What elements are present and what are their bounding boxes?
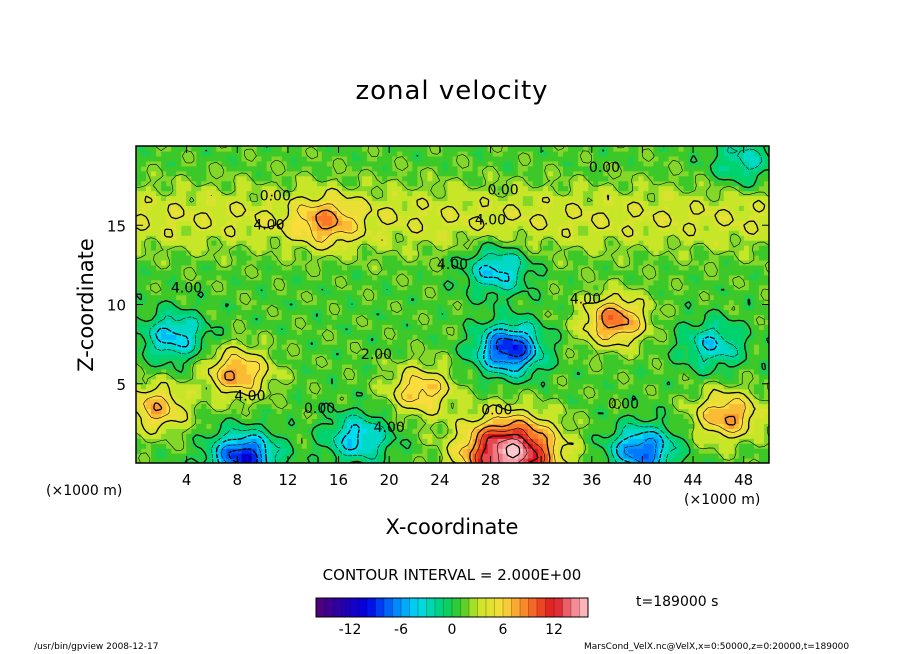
colorbar-swatch	[443, 598, 453, 617]
colorbar-tick-label: -6	[394, 622, 408, 638]
colorbar-swatch	[486, 598, 495, 617]
contour-interval: CONTOUR INTERVAL = 2.000E+00	[322, 566, 582, 584]
y-tick-label: 10	[107, 297, 126, 315]
contour-line	[496, 438, 528, 463]
colorbar-swatch	[384, 598, 393, 617]
colorbar-tick-label: 12	[545, 622, 563, 638]
colorbar-swatch	[460, 598, 470, 617]
contour-line	[227, 337, 527, 463]
time-label: t=189000 s	[636, 594, 719, 610]
contour-line	[143, 203, 746, 463]
x-tick-label: 16	[329, 471, 348, 489]
colorbar-swatch	[579, 598, 589, 617]
contour-label: 0.00	[304, 401, 335, 417]
x-axis-label: X-coordinate	[385, 515, 519, 539]
footer-right: MarsCond_VelX.nc@VelX,x=0:50000,z=0:2000…	[584, 642, 850, 652]
colorbar-swatch	[562, 598, 572, 617]
colorbar-swatch	[537, 598, 546, 617]
colorbar-swatch	[545, 598, 555, 617]
colorbar-swatch	[358, 598, 368, 617]
contour-label: 4.00	[437, 257, 468, 273]
colorbar-swatch	[494, 598, 504, 617]
colorbar-swatch	[333, 598, 342, 617]
colorbar-swatch	[418, 598, 427, 617]
contour-line	[136, 187, 766, 463]
x-tick-label: 28	[481, 471, 500, 489]
colorbar-swatch	[435, 598, 444, 617]
colorbar-swatch	[571, 598, 580, 617]
colorbar-tick-label: -12	[339, 622, 362, 638]
colorbar-swatch	[528, 598, 538, 617]
y-axis-label: Z-coordinate	[74, 238, 98, 372]
colorbar-swatch	[392, 598, 402, 617]
colorbar-swatch	[503, 598, 512, 617]
contour-label: 2.00	[361, 347, 392, 363]
x-unit-right: (×1000 m)	[684, 492, 761, 508]
x-tick-label: 48	[734, 471, 753, 489]
x-tick-label: 8	[233, 471, 243, 489]
contour-label: 4.00	[171, 281, 202, 297]
colorbar-swatch	[511, 598, 521, 617]
colorbar-swatch	[375, 598, 385, 617]
x-tick-label: 32	[532, 471, 551, 489]
colorbar-swatch	[367, 598, 376, 617]
x-tick-label: 20	[380, 471, 399, 489]
colorbar-swatch	[409, 598, 419, 617]
contour-label: 4.00	[253, 217, 284, 233]
x-tick-label: 24	[430, 471, 449, 489]
contour-label: 0.00	[260, 189, 291, 205]
colorbar-swatch	[316, 598, 325, 617]
colorbar-tick-label: 0	[448, 622, 457, 638]
contour-label: 4.00	[234, 388, 265, 404]
colorbar-swatch	[520, 598, 529, 617]
colorbar	[315, 597, 589, 618]
contour-line	[505, 443, 521, 459]
footer-left: /usr/bin/gpview 2008-12-17	[34, 642, 159, 652]
colorbar-swatch	[452, 598, 461, 617]
x-tick-label: 12	[278, 471, 297, 489]
colorbar-swatch	[477, 598, 487, 617]
colorbar-swatch	[350, 598, 359, 617]
contour-line	[480, 433, 539, 463]
contour-label: 4.00	[475, 213, 506, 229]
colorbar-swatch	[324, 598, 334, 617]
contour-line	[136, 146, 769, 463]
contour-line	[153, 209, 736, 463]
contour-label: 0.00	[488, 182, 519, 198]
contour-line	[241, 455, 252, 463]
chart-title: zonal velocity	[355, 76, 549, 106]
contour-label: 4.00	[374, 420, 405, 436]
contour-label: 0.00	[481, 403, 512, 419]
x-tick-label: 44	[683, 471, 702, 489]
contour-line	[155, 264, 718, 463]
x-tick-label: 40	[633, 471, 652, 489]
y-tick-label: 15	[107, 217, 126, 235]
contour-line	[220, 333, 657, 463]
contour-line	[136, 146, 769, 463]
x-unit-left: (×1000 m)	[46, 483, 123, 499]
x-tick-label: 4	[182, 471, 192, 489]
colorbar-swatch	[469, 598, 478, 617]
contour-line	[474, 427, 546, 463]
contour-line	[149, 146, 763, 463]
colorbar-swatch	[401, 598, 410, 617]
colorbar-swatch	[341, 598, 351, 617]
contour-label: 0.00	[589, 160, 620, 176]
contour-label: 4.00	[570, 292, 601, 308]
colorbar-swatch	[554, 598, 563, 617]
y-tick-label: 5	[116, 376, 126, 394]
x-tick-label: 36	[582, 471, 601, 489]
colorbar-tick-label: 6	[499, 622, 508, 638]
contour-label: 0.00	[608, 396, 639, 412]
colorbar-swatch	[426, 598, 436, 617]
